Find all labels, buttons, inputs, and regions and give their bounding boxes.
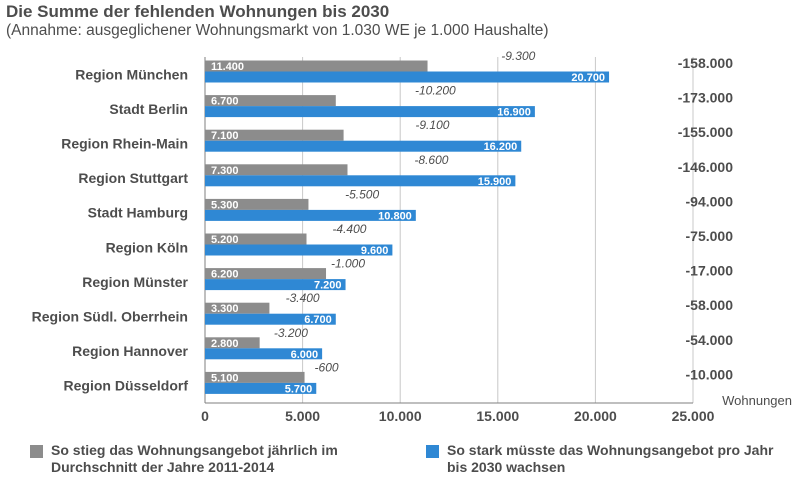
annual-gap-label: -9.100 bbox=[415, 118, 449, 132]
category-label: Region München bbox=[75, 66, 188, 82]
x-tick-label: 15.000 bbox=[476, 408, 519, 424]
bar-grey-label: 6.200 bbox=[211, 269, 239, 281]
bar-grey-label: 5.100 bbox=[211, 372, 239, 384]
bar-chart: 0 5.000 10.000 15.000 20.000 25.000 Wohnungen R… bbox=[32, 49, 792, 424]
bar-blue-label: 20.700 bbox=[571, 72, 605, 84]
bar-grey-label: 3.300 bbox=[211, 303, 239, 315]
category-label: Region Südl. Oberrhein bbox=[32, 309, 188, 325]
annual-gap-label: -1.000 bbox=[331, 257, 365, 271]
category-label: Stadt Berlin bbox=[109, 101, 188, 117]
bar-blue bbox=[205, 140, 522, 152]
total-missing-label: -158.000 bbox=[678, 55, 733, 71]
bar-blue bbox=[205, 279, 346, 291]
total-missing-label: -75.000 bbox=[686, 228, 734, 244]
total-missing-label: -10.000 bbox=[686, 366, 734, 382]
bar-grey-label: 7.300 bbox=[211, 165, 239, 177]
bar-grey bbox=[205, 233, 307, 245]
bar-grey bbox=[205, 302, 270, 314]
total-missing-label: -54.000 bbox=[686, 332, 734, 348]
bar-grey bbox=[205, 371, 305, 383]
category-label: Region Rhein-Main bbox=[61, 136, 188, 152]
bar-grey-label: 5.300 bbox=[211, 199, 239, 211]
bar-grey-label: 11.400 bbox=[211, 61, 244, 73]
category-label: Region Stuttgart bbox=[78, 170, 188, 186]
bar-blue-label: 15.900 bbox=[478, 176, 512, 188]
legend-item-blue: So stark müsste das Wohnungsangebot pro … bbox=[426, 442, 777, 476]
bar-grey bbox=[205, 337, 260, 349]
x-tick-label: 0 bbox=[201, 408, 209, 424]
category-label: Stadt Hamburg bbox=[88, 205, 188, 221]
x-axis-title: Wohnungen bbox=[722, 393, 792, 408]
x-tick-label: 20.000 bbox=[574, 408, 617, 424]
bar-blue-label: 7.200 bbox=[314, 280, 342, 292]
bar-blue-label: 16.200 bbox=[484, 141, 518, 153]
bar-grey bbox=[205, 60, 428, 72]
bar-grey bbox=[205, 268, 327, 280]
chart-subtitle: (Annahme: ausgeglichener Wohnungsmarkt v… bbox=[6, 22, 549, 39]
annual-gap-label: -10.200 bbox=[415, 84, 456, 98]
legend-swatch-grey bbox=[30, 445, 43, 458]
x-tick-label: 25.000 bbox=[672, 408, 715, 424]
total-missing-label: -155.000 bbox=[678, 124, 733, 140]
annual-gap-label: -8.600 bbox=[414, 153, 448, 167]
bar-grey-label: 7.100 bbox=[211, 130, 239, 142]
bar-blue bbox=[205, 106, 535, 118]
bar-blue bbox=[205, 313, 336, 325]
bar-blue-label: 6.000 bbox=[291, 349, 319, 361]
bar-grey bbox=[205, 198, 309, 210]
bar-grey-label: 6.700 bbox=[211, 96, 239, 108]
bar-grey bbox=[205, 164, 348, 176]
bar-blue-label: 9.600 bbox=[361, 245, 389, 257]
bar-grey bbox=[205, 129, 344, 141]
bar-blue bbox=[205, 348, 323, 360]
total-missing-label: -146.000 bbox=[678, 159, 733, 175]
annual-gap-label: -600 bbox=[315, 360, 339, 374]
annual-gap-label: -5.500 bbox=[345, 187, 379, 201]
bar-blue bbox=[205, 209, 416, 221]
bar-blue bbox=[205, 244, 393, 256]
total-missing-label: -173.000 bbox=[678, 90, 733, 106]
legend-swatch-blue bbox=[426, 445, 439, 458]
annual-gap-label: -3.200 bbox=[274, 326, 308, 340]
bar-blue-label: 5.700 bbox=[285, 383, 313, 395]
category-label: Region Köln bbox=[106, 239, 188, 255]
total-missing-label: -94.000 bbox=[686, 193, 734, 209]
bar-blue bbox=[205, 175, 516, 187]
legend-label-blue: So stark müsste das Wohnungsangebot pro … bbox=[447, 442, 774, 475]
category-label: Region Hannover bbox=[72, 343, 188, 359]
bar-blue bbox=[205, 382, 317, 394]
total-missing-label: -17.000 bbox=[686, 263, 734, 279]
category-label: Region Münster bbox=[82, 274, 188, 290]
bar-blue-label: 6.700 bbox=[304, 314, 332, 326]
bar-grey-label: 2.800 bbox=[211, 338, 239, 350]
annual-gap-label: -4.400 bbox=[332, 222, 366, 236]
bar-grey-label: 5.200 bbox=[211, 234, 239, 246]
annual-gap-label: -9.300 bbox=[501, 49, 535, 63]
bar-blue-label: 16.900 bbox=[497, 107, 531, 119]
bar-blue-label: 10.800 bbox=[378, 210, 412, 222]
bar-grey bbox=[205, 95, 336, 107]
category-label: Region Düsseldorf bbox=[64, 378, 189, 394]
x-tick-label: 5.000 bbox=[285, 408, 320, 424]
x-tick-label: 10.000 bbox=[379, 408, 422, 424]
bar-blue bbox=[205, 71, 610, 83]
legend-label-grey: So stieg das Wohnungsangebot jährlich im… bbox=[51, 442, 338, 475]
annual-gap-label: -3.400 bbox=[286, 291, 320, 305]
total-missing-label: -58.000 bbox=[686, 297, 734, 313]
chart-title: Die Summe der fehlenden Wohnungen bis 20… bbox=[6, 2, 390, 21]
legend-item-grey: So stieg das Wohnungsangebot jährlich im… bbox=[30, 442, 381, 476]
